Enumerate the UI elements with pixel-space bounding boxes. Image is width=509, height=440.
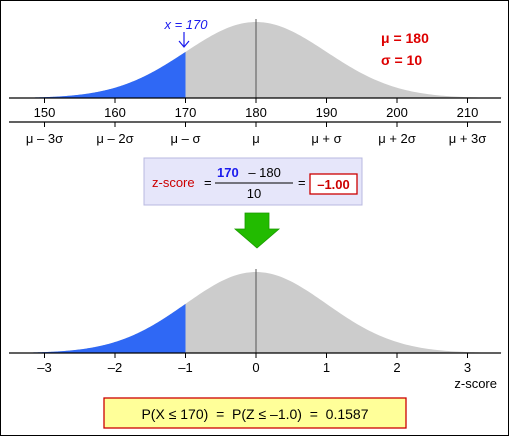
sigma-tick-label: μ – 3σ [26,131,63,146]
zscore-denominator: 10 [247,186,261,201]
sigma-tick-label: μ + σ [311,131,341,146]
sigma-axis-ticks: μ – 3σ μ – 2σ μ – σ μ μ + σ μ + 2σ μ + 3σ [26,122,486,146]
bottom-plot: –3 –2 –1 0 1 2 3 z-score [9,269,503,391]
param-sigma: σ = 10 [381,52,422,68]
sigma-tick-label: μ – σ [171,131,201,146]
marker-label: x = 170 [163,17,208,32]
probability-result-box: P(X ≤ 170) = P(Z ≤ –1.0) = 0.1587 [103,397,407,429]
bottom-shaded-tail [9,303,186,353]
zscore-result-box [309,173,358,195]
param-mu: μ = 180 [381,30,429,46]
top-tick-label: 210 [457,105,479,120]
zscore-result: –1.00 [317,177,350,192]
top-tick-label: 190 [316,105,338,120]
sigma-tick-label: μ – 2σ [96,131,133,146]
marker-down-arrow-icon [178,32,190,48]
bottom-tick-label: –1 [178,360,192,375]
bottom-axis-ticks: –3 –2 –1 0 1 2 3 [37,353,471,375]
bottom-tick-label: –2 [108,360,122,375]
bottom-tick-label: 2 [393,360,400,375]
sigma-tick-label: μ [252,131,260,146]
zscore-equals: = [204,175,212,190]
zscore-numerator-mean: – 180 [248,165,281,180]
probability-result-text: P(X ≤ 170) = P(Z ≤ –1.0) = 0.1587 [141,406,368,422]
sigma-tick-label: μ + 3σ [449,131,487,146]
top-shaded-tail [9,51,186,98]
bottom-tick-label: 0 [252,360,259,375]
top-tick-label: 170 [175,105,197,120]
bottom-tick-label: 3 [464,360,471,375]
zscore-equals-2: = [298,175,306,190]
bottom-tick-label: 1 [323,360,330,375]
bottom-tick-label: –3 [37,360,51,375]
top-tick-label: 160 [104,105,126,120]
zscore-label: z-score [152,175,195,190]
zscore-numerator: 170 – 180 [217,165,281,180]
sigma-tick-label: μ + 2σ [378,131,416,146]
zscore-formula-box: z-score = 170 – 180 10 = –1.00 [143,157,363,206]
top-tick-label: 200 [386,105,408,120]
down-arrow-icon [233,212,281,249]
top-tick-label: 150 [34,105,56,120]
zscore-numerator-value: 170 [217,165,239,180]
top-axis-ticks: 150 160 170 180 190 200 210 [34,98,479,120]
top-tick-label: 180 [245,105,267,120]
bottom-axis-label: z-score [454,376,497,391]
